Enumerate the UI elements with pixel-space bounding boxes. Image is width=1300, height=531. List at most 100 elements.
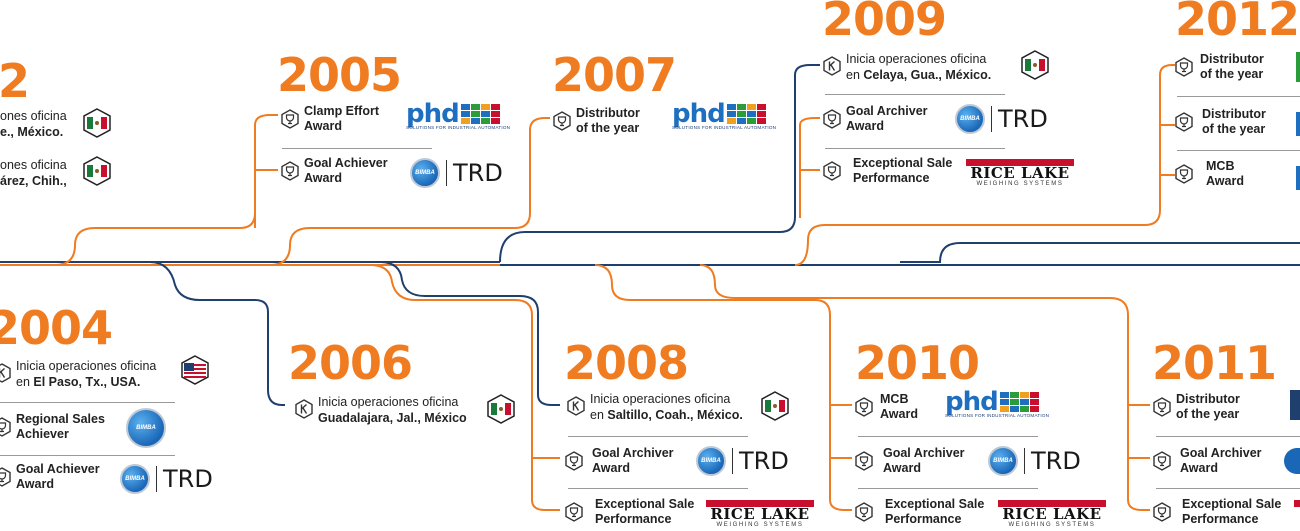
rice-lake-logo xyxy=(1294,500,1300,507)
partner-logo-green xyxy=(1296,52,1300,82)
trophy-hex-icon xyxy=(281,161,299,181)
bimba-wordmark: BIMBA xyxy=(960,116,980,122)
year-2008: 2008 xyxy=(564,336,689,390)
entry-line2: El Paso, Tx., USA. xyxy=(33,375,141,389)
entry-line1: Goal Archiver xyxy=(1180,446,1262,460)
bimba-wordmark: BIMBA xyxy=(701,458,721,464)
entry-2004-goal-achiever: Goal Achiever Award xyxy=(0,462,112,496)
entry-line1: Clamp Effort xyxy=(304,104,379,118)
trd-logo: BIMBA TRD xyxy=(955,104,1048,134)
trophy-hex-icon xyxy=(823,161,841,181)
entry-line1: Regional Sales xyxy=(16,412,105,426)
separator xyxy=(282,148,432,149)
entry-line2: of the year xyxy=(1200,67,1264,81)
entry-line2: Award xyxy=(304,171,342,185)
bimba-logo-icon: BIMBA xyxy=(955,104,985,134)
entry-line1: Inicia operaciones oficina xyxy=(846,52,987,66)
entry-2011-goal-archiver: Goal Archiver Award xyxy=(1152,446,1272,480)
entry-line2: Performance xyxy=(885,512,962,526)
trophy-hex-icon xyxy=(1175,164,1193,184)
trd-logo: BIMBA TRD xyxy=(410,158,503,188)
k-hex-icon xyxy=(823,56,841,76)
trophy-hex-icon xyxy=(855,451,873,471)
entry-line2: Award xyxy=(592,461,630,475)
phd-wordmark: phd xyxy=(406,99,460,129)
entry-line1: Goal Archiver xyxy=(592,446,674,460)
entry-2010-mcb: MCB Award xyxy=(854,392,944,426)
bimba-logo-icon xyxy=(1284,448,1300,474)
entry-line1: Goal Archiver xyxy=(883,446,965,460)
phd-tagline: SOLUTIONS FOR INDUSTRIAL AUTOMATION xyxy=(672,125,777,130)
trophy-hex-icon xyxy=(855,502,873,522)
trd-wordmark: TRD xyxy=(163,465,213,493)
trophy-hex-icon xyxy=(281,109,299,129)
entry-line1: Distributor xyxy=(1176,392,1240,406)
trophy-hex-icon xyxy=(553,111,571,131)
trd-wordmark: TRD xyxy=(998,105,1048,133)
separator xyxy=(825,94,1005,95)
k-hex-icon xyxy=(567,396,585,416)
entry-2012-distributor-b: Distributor of the year xyxy=(1174,107,1294,141)
entry-2002-office-a: ones oficina e., México. xyxy=(0,108,126,142)
mexico-flag-icon xyxy=(83,108,111,138)
bimba-wordmark: BIMBA xyxy=(136,425,156,431)
entry-2005-clamp-effort: Clamp Effort Award xyxy=(280,104,400,138)
trd-wordmark: TRD xyxy=(739,447,789,475)
year-2009: 2009 xyxy=(822,0,947,46)
trophy-hex-icon xyxy=(1153,397,1171,417)
year-2006: 2006 xyxy=(288,336,413,390)
entry-2011-exceptional-sale: Exceptional Sale Performance xyxy=(1152,497,1292,531)
year-2010: 2010 xyxy=(855,336,980,390)
phd-tagline: SOLUTIONS FOR INDUSTRIAL AUTOMATION xyxy=(406,125,511,130)
entry-line2: Performance xyxy=(595,512,672,526)
separator xyxy=(858,488,1038,489)
mexico-flag-icon xyxy=(761,391,789,421)
rice-lake-sub: WEIGHING SYSTEMS xyxy=(716,522,804,528)
bimba-wordmark: BIMBA xyxy=(993,458,1013,464)
entry-2012-mcb: MCB Award xyxy=(1174,159,1294,193)
trophy-hex-icon xyxy=(565,451,583,471)
entry-line2: of the year xyxy=(576,121,640,135)
entry-line1: Exceptional Sale xyxy=(595,497,695,511)
entry-line2: Saltillo, Coah., México. xyxy=(607,408,743,422)
entry-line1: Inicia operaciones oficina xyxy=(590,392,731,406)
separator xyxy=(1177,96,1300,97)
entry-line2: Award xyxy=(846,119,884,133)
bimba-wordmark: BIMBA xyxy=(125,476,145,482)
separator xyxy=(1177,150,1300,151)
phd-logo: phd SOLUTIONS FOR INDUSTRIAL AUTOMATION xyxy=(406,99,511,131)
entry-line2: Achiever xyxy=(16,427,69,441)
phd-logo: phd SOLUTIONS FOR INDUSTRIAL AUTOMATION xyxy=(945,389,1049,419)
mexico-flag-icon xyxy=(1021,50,1049,80)
entry-2009-exceptional-sale: Exceptional Sale Performance xyxy=(822,156,962,190)
separator xyxy=(0,455,175,456)
trd-logo: BIMBA TRD xyxy=(696,446,789,476)
phd-grid-icon xyxy=(726,104,766,124)
entry-line1: Exceptional Sale xyxy=(853,156,953,170)
entry-line2: Guadalajara, Jal., México xyxy=(318,411,467,425)
year-2007: 2007 xyxy=(552,48,677,102)
separator xyxy=(0,402,175,403)
entry-line1: Distributor xyxy=(1202,107,1266,121)
trophy-hex-icon xyxy=(855,397,873,417)
rice-lake-logo: RICE LAKE WEIGHING SYSTEMS xyxy=(706,500,814,529)
phd-wordmark: phd xyxy=(672,99,726,129)
entry-line2: e., México. xyxy=(0,125,64,139)
trophy-hex-icon xyxy=(1175,112,1193,132)
entry-2005-goal-achiever: Goal Achiever Award xyxy=(280,156,400,190)
rice-lake-sub: WEIGHING SYSTEMS xyxy=(976,181,1064,187)
partner-logo-blue xyxy=(1296,166,1300,190)
separator xyxy=(1156,488,1300,489)
entry-2008-goal-archiver: Goal Archiver Award xyxy=(564,446,684,480)
trd-logo: BIMBA TRD xyxy=(120,464,213,494)
entry-2004-office: Inicia operaciones oficina en El Paso, Tx… xyxy=(0,358,182,392)
rice-lake-logo: RICE LAKE WEIGHING SYSTEMS xyxy=(998,500,1106,529)
year-2002: 2 xyxy=(0,54,30,108)
entry-line1: Distributor xyxy=(576,106,640,120)
year-2012: 2012 xyxy=(1175,0,1300,46)
entry-line2: Celaya, Gua., México. xyxy=(863,68,992,82)
entry-line2: Award xyxy=(883,461,921,475)
trophy-hex-icon xyxy=(1153,451,1171,471)
bimba-logo-icon: BIMBA xyxy=(120,464,150,494)
